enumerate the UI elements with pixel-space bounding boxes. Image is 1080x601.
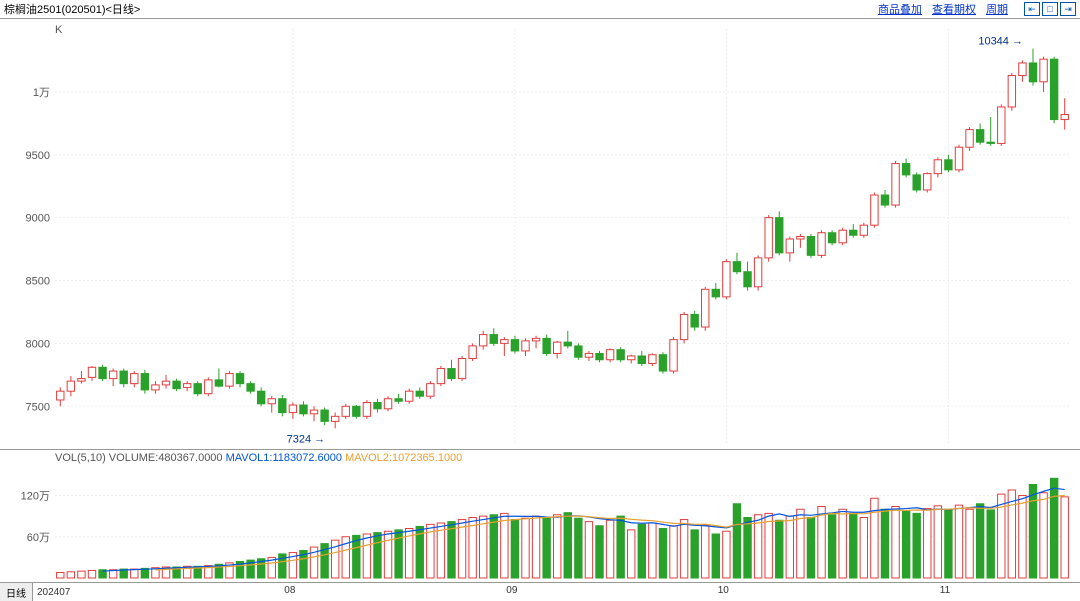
svg-text:1万: 1万 [33, 87, 50, 99]
candlestick-chart[interactable]: K 7500 8000 8500 9000 9500 1万 7324 → 10344 → [0, 19, 1080, 450]
svg-text:8500: 8500 [26, 276, 50, 288]
svg-text:7324 →: 7324 → [287, 433, 326, 445]
svg-text:9000: 9000 [26, 213, 50, 225]
svg-text:10344 →: 10344 → [978, 36, 1023, 48]
link-overlay[interactable]: 商品叠加 [878, 1, 922, 17]
footer-start-date: 202407 [37, 587, 70, 598]
link-period[interactable]: 周期 [986, 1, 1008, 17]
chart-title: 棕榈油2501(020501)<日线> [4, 1, 140, 17]
prev-icon[interactable]: ⇤ [1024, 2, 1040, 16]
svg-text:7500: 7500 [26, 401, 50, 413]
svg-text:8000: 8000 [26, 338, 50, 350]
volume-chart[interactable]: VOL(5,10) VOLUME:480367.0000 MAVOL1:1183… [0, 450, 1080, 582]
svg-text:120万: 120万 [21, 491, 50, 503]
footer-period: 日线 [0, 583, 33, 601]
x-axis-months: 08091011 [70, 583, 1080, 601]
next-icon[interactable]: ⇥ [1060, 2, 1076, 16]
svg-text:60万: 60万 [27, 532, 50, 544]
window-icon[interactable]: □ [1042, 2, 1058, 16]
svg-text:9500: 9500 [26, 150, 50, 162]
link-options[interactable]: 查看期权 [932, 1, 976, 17]
svg-text:K: K [55, 24, 63, 36]
